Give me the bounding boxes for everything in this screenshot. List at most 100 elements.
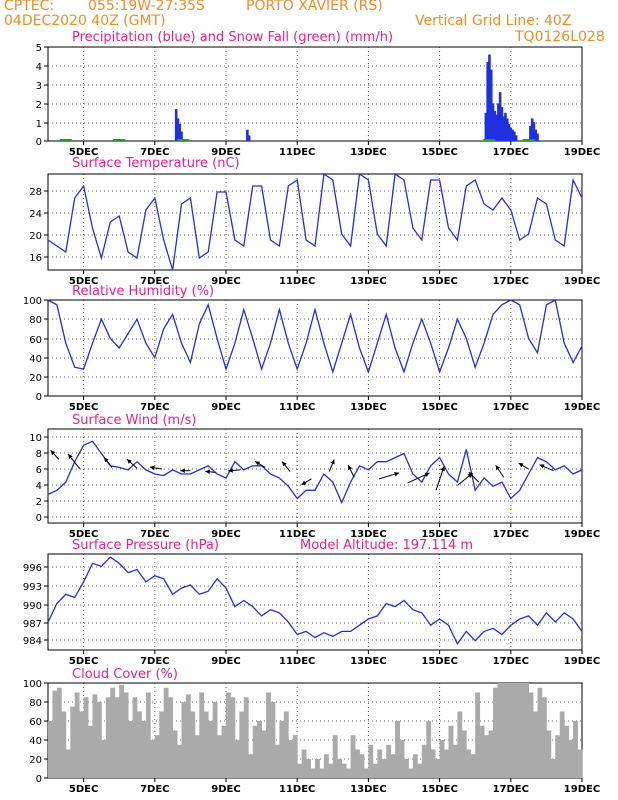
cloud-bar (510, 683, 516, 778)
precip-bar (491, 103, 495, 141)
precip-bar (513, 131, 516, 141)
cloud-bar (568, 740, 574, 778)
cloud-bar (315, 759, 320, 778)
wind-frame (47, 428, 583, 524)
cloud-bar (217, 735, 222, 778)
humidity-xtick-label: 9DEC (211, 402, 240, 413)
humidity-ytick-label: 80 (29, 315, 42, 326)
cloud-bar (154, 735, 160, 778)
cloud-bar (172, 730, 178, 778)
temperature-xtick-label: 17DEC (493, 276, 529, 287)
precip-bar (504, 112, 507, 141)
cloud-bar (559, 711, 565, 778)
precip-xtick-label: 19DEC (564, 147, 600, 158)
cloud-bar (328, 763, 334, 778)
cloud-bar (337, 759, 343, 778)
cloud-bar (323, 754, 329, 778)
precip-bar (174, 109, 178, 141)
wind-arrowhead (149, 465, 155, 471)
precip-bar (505, 118, 509, 141)
cloud-bar (341, 763, 347, 778)
wind-arrowhead (424, 472, 430, 477)
cloud-bar (257, 721, 262, 778)
wind-xtick-label: 9DEC (211, 529, 240, 540)
humidity-ytick-label: 60 (29, 335, 42, 346)
header-grid-note: Vertical Grid Line: 40Z (415, 13, 572, 29)
cloud-bar (181, 702, 187, 778)
cloud-bar (515, 683, 521, 778)
cloud-bar (177, 744, 182, 778)
wind-arrowhead (104, 457, 109, 463)
cloud-bar (417, 763, 423, 778)
cloud-bar (292, 735, 298, 778)
cloud-xtick-label: 15DEC (421, 784, 457, 795)
cloud-bar (56, 687, 62, 778)
humidity-line (47, 299, 583, 375)
header-source: CPTEC: (4, 0, 55, 14)
cloud-xtick-label: 11DEC (279, 784, 315, 795)
cloud-bar (248, 754, 254, 778)
precip-bar (178, 124, 182, 141)
precip-bar (489, 69, 493, 141)
temperature-frame (47, 173, 583, 271)
cloud-bar (266, 692, 271, 778)
humidity-xtick-label: 13DEC (350, 402, 386, 413)
cloud-xtick-label: 17DEC (493, 784, 529, 795)
cloud-bar (92, 694, 98, 778)
pressure-frame (47, 553, 583, 651)
cloud-bar (395, 721, 400, 778)
cloud-bar (239, 711, 245, 778)
cloud-bar (159, 711, 165, 778)
cloud-ytick-label: 40 (29, 736, 42, 747)
pressure-title: Surface Pressure (hPa) (72, 538, 219, 553)
cloud-bar (363, 768, 369, 778)
precip-bar (532, 122, 536, 141)
cloud-bar (390, 754, 396, 778)
precip-bar (488, 54, 491, 141)
temperature-xtick-label: 11DEC (279, 276, 315, 287)
pressure-annotation: Model Altitude: 197.114 m (300, 538, 473, 553)
cloud-bar (426, 721, 432, 778)
cloud-bar (479, 725, 485, 778)
temperature-xtick-label: 7DEC (140, 276, 169, 287)
wind-line (47, 440, 583, 505)
cloud-bar (381, 759, 387, 778)
cloud-bar (452, 744, 458, 778)
humidity-ytick-label: 40 (29, 354, 42, 365)
pressure-line (47, 556, 583, 646)
cloud-bar (141, 721, 147, 778)
cloud-ytick-label: 20 (29, 755, 42, 766)
cloud-bar (377, 749, 383, 778)
cloud-bar (537, 687, 543, 778)
precip-bar (497, 103, 500, 141)
pressure-xtick-label: 9DEC (211, 656, 240, 667)
cloud-bar (226, 692, 231, 778)
humidity-frame (47, 299, 583, 397)
precip-bar (529, 125, 532, 141)
cloud-bar (114, 697, 120, 778)
wind-xtick-label: 7DEC (140, 529, 169, 540)
cloud-bar (404, 759, 409, 778)
cloud-bar (421, 744, 427, 778)
precip-xtick-label: 15DEC (421, 147, 457, 158)
precip-xtick-label: 13DEC (350, 147, 386, 158)
temperature-ytick-label: 24 (29, 209, 42, 220)
cloud-bar (83, 697, 89, 778)
pressure-ytick-label: 984 (23, 636, 42, 647)
cloud-bar (252, 725, 258, 778)
precip-bar (507, 124, 511, 141)
cloud-ytick-label: 60 (29, 717, 42, 728)
pressure-xtick-label: 11DEC (279, 656, 315, 667)
humidity-xtick-label: 5DEC (69, 402, 98, 413)
cloud-bar (279, 721, 285, 778)
cloud-bar (439, 740, 445, 778)
precip-ytick-label: 5 (36, 43, 42, 54)
precip-bar (247, 135, 251, 141)
cloud-bar (399, 740, 405, 778)
cloud-bar (506, 683, 512, 778)
temperature-ytick-label: 28 (29, 187, 42, 198)
cloud-bar (101, 740, 107, 778)
wind-arrowhead (348, 465, 353, 471)
cloud-bar (541, 697, 547, 778)
precip-bar (502, 116, 505, 141)
